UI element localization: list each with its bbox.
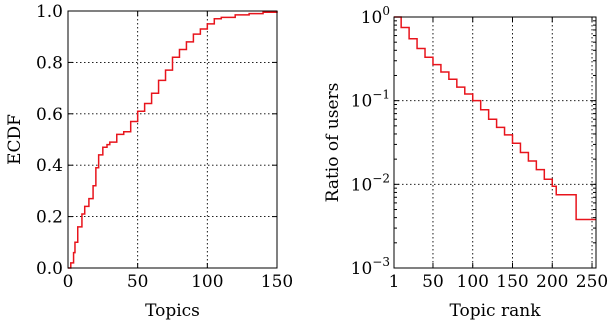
y-axis-label: ECDF <box>5 114 25 165</box>
y-tick-label: 100 <box>361 4 390 28</box>
x-tick-label: 200 <box>536 272 568 292</box>
y-tick-label: 0.2 <box>36 208 63 228</box>
y-axis-label: Ratio of users <box>323 83 343 203</box>
x-tick-label: 50 <box>127 272 149 292</box>
data-series-line <box>394 16 596 221</box>
ecdf-chart: 0 50 100 150 0.0 0.2 0.4 0.6 0.8 1.0 Topics ECDF <box>5 2 293 321</box>
x-tick-label: 100 <box>457 272 489 292</box>
y-tick-label: 10−2 <box>351 171 390 195</box>
x-tick-label: 0 <box>63 272 74 292</box>
y-tick-label: 10−3 <box>351 255 390 279</box>
plot-frame <box>393 16 597 269</box>
x-tick-label: 250 <box>576 272 608 292</box>
x-tick-label: 100 <box>191 272 223 292</box>
y-tick-label: 0.8 <box>36 53 63 73</box>
y-tick-label: 1.0 <box>36 2 63 22</box>
y-tick-label: 0.6 <box>36 105 63 125</box>
y-tick-label: 10−1 <box>351 88 390 112</box>
data-series-line <box>68 11 278 269</box>
plot-frame <box>67 10 278 269</box>
x-tick-label: 1 <box>389 272 400 292</box>
x-tick-label: 150 <box>496 272 528 292</box>
x-axis-label: Topic rank <box>449 301 541 321</box>
y-tick-label: 0.0 <box>36 259 63 279</box>
x-axis-label: Topics <box>145 301 200 321</box>
y-tick-label: 0.4 <box>36 156 63 176</box>
x-tick-label: 150 <box>261 272 293 292</box>
x-tick-label: 50 <box>422 272 444 292</box>
